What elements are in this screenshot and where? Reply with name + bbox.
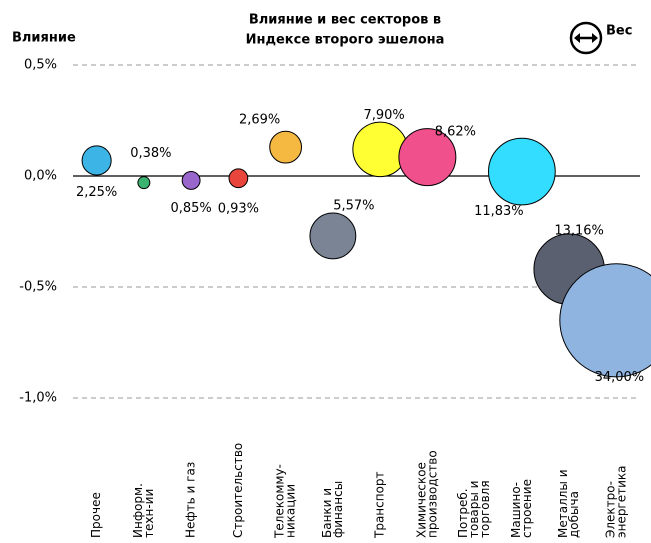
x-tick-label: Банки и (320, 488, 334, 538)
data-label: 0,38% (130, 146, 171, 161)
data-label: 11,83% (474, 204, 524, 219)
bubble (228, 168, 249, 189)
x-tick-label: техн-ии (142, 489, 156, 538)
y-tick-label: -0,5% (19, 280, 57, 295)
x-tick-label: производство (425, 450, 439, 538)
data-label: 8,62% (435, 125, 476, 140)
y-tick-label: 0,0% (24, 169, 57, 184)
bubble (81, 145, 112, 176)
bubble (488, 137, 556, 206)
data-label: 7,90% (363, 108, 404, 123)
x-tick-label: никации (284, 484, 298, 538)
data-label: 0,85% (170, 201, 211, 216)
data-label: 5,57% (333, 198, 374, 213)
x-tick-label: Машино- (509, 482, 523, 538)
x-tick-label: Строительство (231, 443, 245, 538)
x-tick-label: Транспорт (373, 471, 387, 539)
y-tick-label: 0,5% (24, 58, 57, 73)
bubble (181, 170, 201, 190)
bubble (309, 212, 357, 260)
x-tick-label: добыча (567, 491, 581, 538)
x-tick-label: товары и (467, 481, 481, 538)
x-tick-label: Нефть и газ (184, 462, 198, 538)
data-label: 2,25% (76, 185, 117, 200)
x-tick-label: финансы (331, 481, 345, 538)
bubble (559, 263, 651, 378)
x-tick-label: Электро- (603, 481, 617, 538)
bubble (137, 176, 151, 190)
bubble (269, 130, 303, 164)
x-tick-label: строение (520, 479, 534, 538)
data-label: 2,69% (239, 113, 280, 128)
size-legend-icon (569, 21, 603, 55)
data-label: 0,93% (218, 202, 259, 217)
x-tick-label: Химическое (414, 462, 428, 538)
bubble (352, 121, 408, 178)
data-label: 34,00% (595, 370, 645, 385)
chart-title: Влияние и вес секторов в (249, 13, 441, 28)
x-tick-label: энергетика (614, 465, 628, 538)
y-axis-label: Влияние (12, 31, 76, 46)
size-legend-label: Вес (606, 24, 632, 39)
y-tick-label: -1,0% (19, 391, 57, 406)
x-tick-label: Металлы и (556, 469, 570, 538)
chart-title: Индексе второго эшелона (246, 33, 445, 48)
data-label: 13,16% (554, 224, 604, 239)
x-tick-label: Информ. (131, 483, 145, 538)
x-tick-label: Потреб. (456, 488, 470, 538)
x-tick-label: торговля (478, 480, 492, 538)
bubble (398, 128, 457, 187)
x-tick-label: Телекомму- (273, 464, 287, 539)
x-tick-label: Прочее (89, 492, 103, 538)
